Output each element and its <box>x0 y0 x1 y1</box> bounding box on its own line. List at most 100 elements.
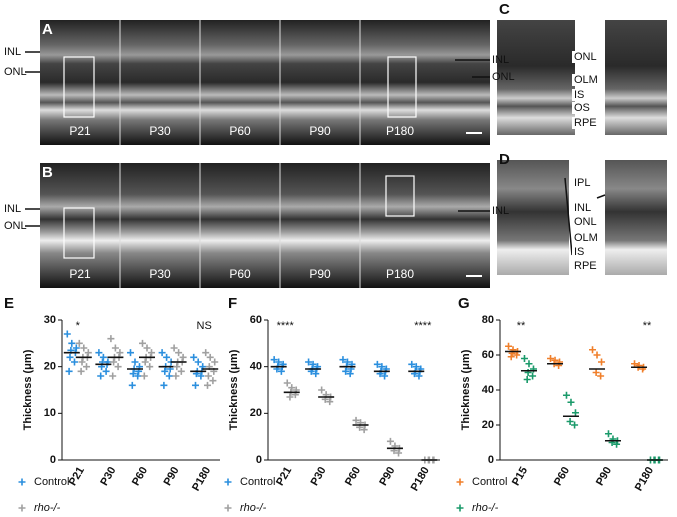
time-label: P30 <box>149 267 171 281</box>
legend-marker <box>18 504 26 512</box>
data-point <box>567 398 575 406</box>
layer-label: ONL <box>4 220 27 232</box>
label-bg <box>572 216 604 228</box>
layer-label: OLM <box>574 232 598 244</box>
y-axis-label: Thickness (μm) <box>22 349 34 430</box>
x-tick-label: P21 <box>274 465 294 488</box>
data-point <box>114 363 122 371</box>
data-point <box>77 367 85 375</box>
data-point <box>613 440 621 448</box>
data-point <box>70 358 78 366</box>
data-point <box>513 351 521 359</box>
label-bg <box>572 74 604 86</box>
x-tick-label: P180 <box>409 465 432 493</box>
annotation: ** <box>517 320 526 332</box>
y-tick-label: 20 <box>482 419 494 431</box>
data-point <box>179 353 187 361</box>
legend-marker <box>224 478 232 486</box>
data-point <box>191 381 199 389</box>
legend-label: rho-/- <box>34 502 61 514</box>
x-tick-label: P60 <box>343 465 363 488</box>
data-point <box>275 358 283 366</box>
y-tick-label: 40 <box>250 361 262 373</box>
label-bg <box>572 51 604 63</box>
data-point <box>592 369 600 376</box>
oct-image <box>605 20 667 135</box>
data-point <box>520 355 528 362</box>
data-point <box>160 381 168 389</box>
panel-letter: D <box>499 151 510 168</box>
data-point <box>342 367 350 375</box>
layer-label: INL <box>492 205 509 217</box>
label-bg <box>572 260 604 272</box>
data-point <box>111 344 119 352</box>
layer-label: IPL <box>574 177 591 189</box>
y-tick-label: 40 <box>482 384 494 396</box>
label-bg <box>572 232 604 244</box>
y-tick-label: 20 <box>250 407 262 419</box>
data-point <box>309 360 317 368</box>
data-point <box>352 416 360 424</box>
label-bg <box>572 117 604 129</box>
data-point <box>631 360 639 368</box>
layer-label: ONL <box>574 51 597 63</box>
data-point <box>360 426 368 434</box>
data-point <box>597 372 605 380</box>
data-point <box>209 377 217 385</box>
layer-label: INL <box>574 202 591 214</box>
data-point <box>326 398 334 406</box>
legend-label: rho-/- <box>472 502 499 514</box>
data-point <box>339 356 347 364</box>
data-point <box>175 349 183 357</box>
panel-letter: C <box>499 1 510 18</box>
legend-marker <box>456 504 464 512</box>
y-axis-label: Thickness (μm) <box>228 349 240 430</box>
data-point <box>172 372 180 380</box>
data-point <box>190 353 198 361</box>
data-point <box>525 360 533 368</box>
data-point <box>63 330 71 338</box>
annotation: **** <box>277 320 295 332</box>
x-tick-label: P90 <box>377 465 397 488</box>
label-bg <box>572 202 604 214</box>
data-point <box>95 349 103 357</box>
legend-marker <box>224 504 232 512</box>
annotation: NS <box>197 320 212 332</box>
data-point <box>131 358 139 366</box>
data-point <box>571 409 579 417</box>
annotation: ** <box>643 320 652 332</box>
layer-label: INL <box>4 46 21 58</box>
data-point <box>202 349 210 357</box>
oct-image <box>605 160 667 275</box>
data-point <box>378 363 386 371</box>
data-point <box>194 358 202 366</box>
oct-image <box>40 20 490 145</box>
layer-label: ONL <box>4 66 27 78</box>
data-point <box>211 358 219 366</box>
data-point <box>99 353 107 361</box>
oct-image <box>497 160 569 275</box>
layer-label: ONL <box>492 71 515 83</box>
data-point <box>143 344 151 352</box>
x-tick-label: P60 <box>552 465 572 488</box>
data-point <box>116 349 124 357</box>
time-label: P21 <box>69 267 91 281</box>
y-tick-label: 60 <box>482 349 494 361</box>
panel-letter: F <box>228 295 237 312</box>
data-point <box>408 360 416 368</box>
data-point <box>204 381 212 389</box>
time-label: P180 <box>386 124 414 138</box>
data-point <box>270 356 278 364</box>
panel-letter: B <box>42 164 53 181</box>
data-point <box>589 346 597 354</box>
data-point <box>395 449 403 457</box>
layer-label: INL <box>4 203 21 215</box>
data-point <box>206 353 214 361</box>
data-point <box>128 381 136 389</box>
data-point <box>288 384 296 392</box>
data-point <box>571 421 579 429</box>
data-point <box>65 367 73 375</box>
legend-label: Control <box>240 476 275 488</box>
layer-label: IS <box>574 89 584 101</box>
